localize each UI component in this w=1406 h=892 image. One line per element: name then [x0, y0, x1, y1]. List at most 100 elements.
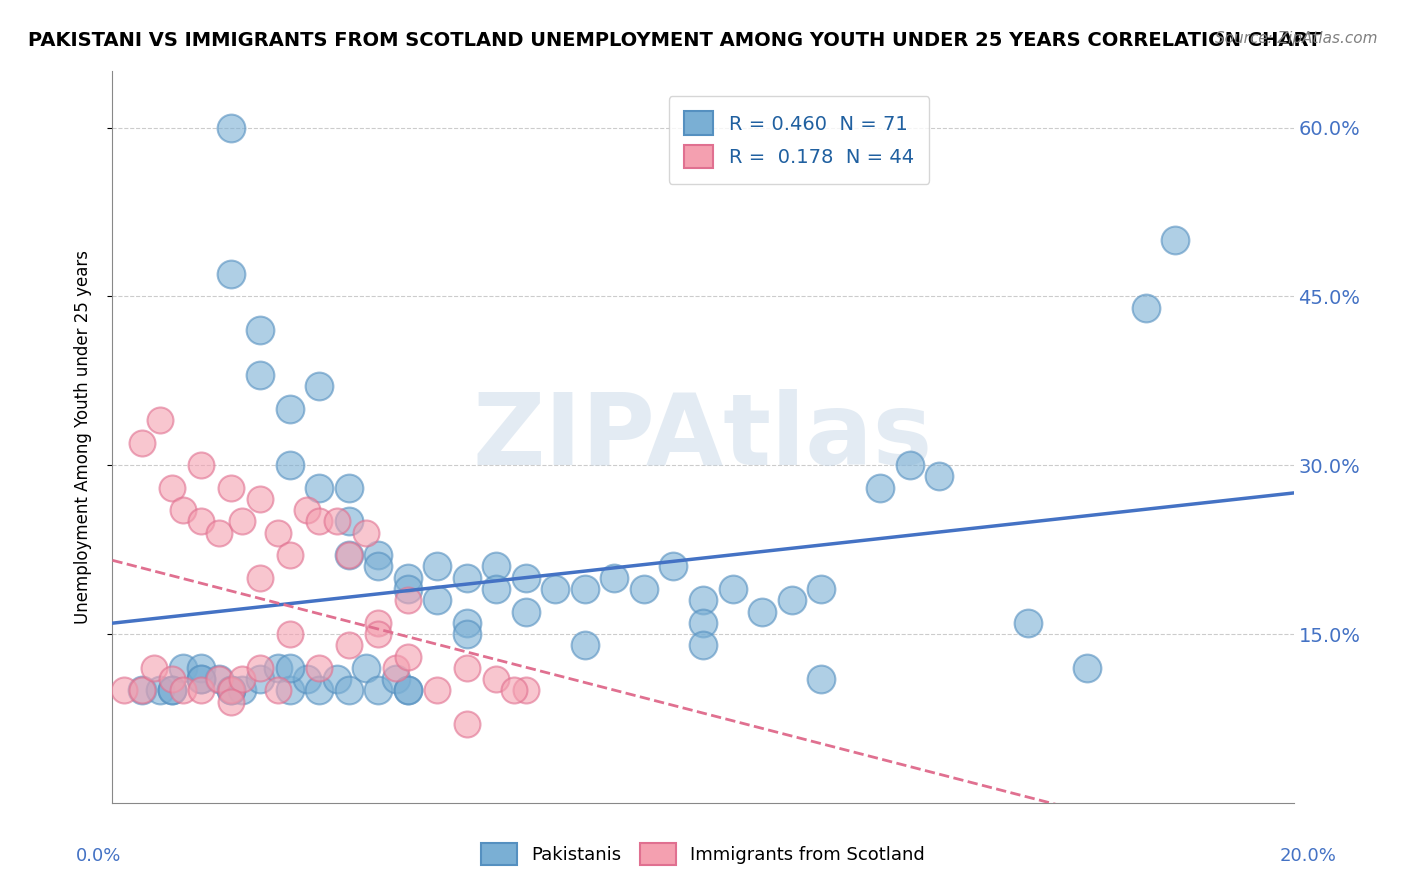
Point	[190, 661, 212, 675]
Point	[692, 638, 714, 652]
Point	[898, 458, 921, 473]
Point	[337, 683, 360, 698]
Point	[249, 323, 271, 337]
Point	[219, 694, 242, 708]
Point	[172, 661, 194, 675]
Point	[160, 672, 183, 686]
Point	[337, 548, 360, 562]
Point	[249, 368, 271, 383]
Point	[503, 683, 526, 698]
Point	[190, 683, 212, 698]
Point	[367, 548, 389, 562]
Point	[267, 683, 290, 698]
Point	[810, 672, 832, 686]
Point	[278, 458, 301, 473]
Point	[396, 593, 419, 607]
Point	[485, 672, 508, 686]
Point	[367, 627, 389, 641]
Point	[231, 515, 253, 529]
Text: PAKISTANI VS IMMIGRANTS FROM SCOTLAND UNEMPLOYMENT AMONG YOUTH UNDER 25 YEARS CO: PAKISTANI VS IMMIGRANTS FROM SCOTLAND UN…	[28, 31, 1322, 50]
Point	[426, 683, 449, 698]
Point	[515, 605, 537, 619]
Point	[219, 481, 242, 495]
Y-axis label: Unemployment Among Youth under 25 years: Unemployment Among Youth under 25 years	[73, 250, 91, 624]
Point	[337, 481, 360, 495]
Point	[249, 491, 271, 506]
Point	[219, 683, 242, 698]
Point	[326, 515, 349, 529]
Point	[160, 481, 183, 495]
Point	[249, 661, 271, 675]
Point	[337, 515, 360, 529]
Point	[249, 672, 271, 686]
Text: Source: ZipAtlas.com: Source: ZipAtlas.com	[1215, 31, 1378, 46]
Point	[337, 548, 360, 562]
Point	[633, 582, 655, 596]
Point	[515, 571, 537, 585]
Point	[142, 661, 165, 675]
Point	[219, 683, 242, 698]
Point	[456, 615, 478, 630]
Point	[456, 627, 478, 641]
Point	[485, 582, 508, 596]
Point	[308, 481, 330, 495]
Point	[456, 571, 478, 585]
Point	[810, 582, 832, 596]
Point	[456, 661, 478, 675]
Point	[208, 525, 231, 540]
Point	[367, 559, 389, 574]
Point	[869, 481, 891, 495]
Point	[149, 413, 172, 427]
Point	[278, 683, 301, 698]
Point	[190, 458, 212, 473]
Point	[278, 627, 301, 641]
Point	[131, 435, 153, 450]
Point	[190, 672, 212, 686]
Point	[396, 683, 419, 698]
Point	[356, 525, 378, 540]
Point	[574, 582, 596, 596]
Point	[485, 559, 508, 574]
Point	[208, 672, 231, 686]
Point	[172, 503, 194, 517]
Point	[692, 593, 714, 607]
Point	[308, 379, 330, 393]
Point	[308, 683, 330, 698]
Point	[208, 672, 231, 686]
Point	[1164, 233, 1187, 247]
Point	[112, 683, 135, 698]
Point	[231, 683, 253, 698]
Text: 20.0%: 20.0%	[1279, 847, 1336, 865]
Point	[160, 683, 183, 698]
Point	[751, 605, 773, 619]
Point	[149, 683, 172, 698]
Point	[231, 672, 253, 686]
Point	[780, 593, 803, 607]
Point	[721, 582, 744, 596]
Point	[337, 638, 360, 652]
Point	[278, 401, 301, 416]
Legend: Pakistanis, Immigrants from Scotland: Pakistanis, Immigrants from Scotland	[472, 834, 934, 874]
Point	[385, 661, 408, 675]
Point	[308, 661, 330, 675]
Point	[219, 267, 242, 281]
Point	[297, 503, 319, 517]
Point	[574, 638, 596, 652]
Point	[131, 683, 153, 698]
Point	[278, 548, 301, 562]
Point	[267, 661, 290, 675]
Point	[190, 515, 212, 529]
Point	[367, 615, 389, 630]
Point	[662, 559, 685, 574]
Point	[692, 615, 714, 630]
Point	[219, 683, 242, 698]
Point	[385, 672, 408, 686]
Point	[1135, 301, 1157, 315]
Point	[396, 649, 419, 664]
Point	[172, 683, 194, 698]
Point	[396, 582, 419, 596]
Point	[928, 469, 950, 483]
Point	[160, 683, 183, 698]
Legend: R = 0.460  N = 71, R =  0.178  N = 44: R = 0.460 N = 71, R = 0.178 N = 44	[668, 95, 929, 184]
Point	[308, 515, 330, 529]
